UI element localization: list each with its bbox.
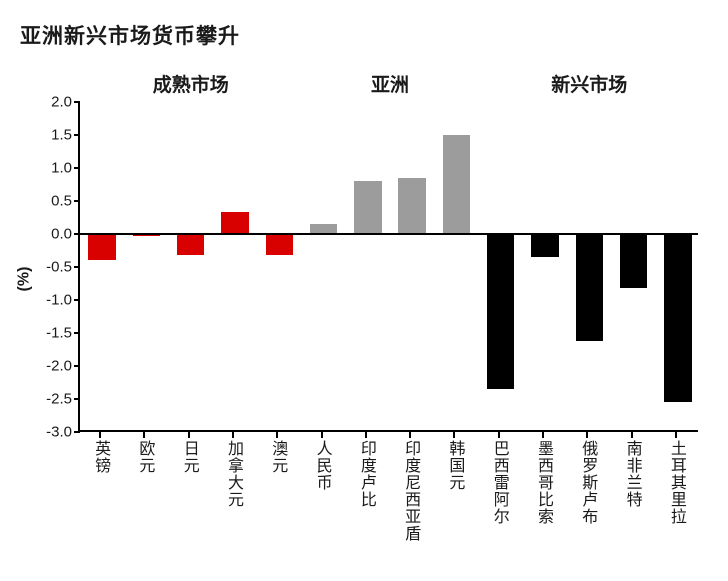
- y-tick-mark: [74, 266, 80, 268]
- y-tick-mark: [74, 299, 80, 301]
- x-axis-label: 印度卢比: [358, 440, 374, 508]
- bar: [266, 234, 293, 255]
- y-tick-mark: [74, 134, 80, 136]
- x-axis-label: 墨西哥比索: [535, 440, 551, 525]
- chart-container: 成熟市场亚洲新兴市场 (%) 2.01.51.00.50.0-0.5-1.0-1…: [20, 70, 708, 560]
- x-axis-label: 印度尼西亚盾: [402, 440, 418, 542]
- x-tick-mark: [99, 432, 101, 438]
- group-label: 成熟市场: [80, 70, 301, 97]
- x-tick-mark: [143, 432, 145, 438]
- x-tick-mark: [498, 432, 500, 438]
- bar: [221, 212, 248, 234]
- plot-area: 2.01.51.00.50.0-0.5-1.0-1.5-2.0-2.5-3.0: [78, 102, 698, 432]
- y-tick-mark: [74, 365, 80, 367]
- y-tick-mark: [74, 101, 80, 103]
- bar: [620, 234, 647, 288]
- bar: [354, 181, 381, 234]
- x-axis-label: 澳元: [269, 440, 285, 474]
- bar: [443, 135, 470, 234]
- bar: [487, 234, 514, 389]
- chart-title: 亚洲新兴市场货币攀升: [20, 20, 708, 50]
- x-tick-mark: [276, 432, 278, 438]
- y-tick-mark: [74, 332, 80, 334]
- group-labels: 成熟市场亚洲新兴市场: [80, 70, 708, 100]
- bars-layer: [80, 102, 698, 430]
- x-tick-mark: [453, 432, 455, 438]
- y-tick-mark: [74, 200, 80, 202]
- y-tick-mark: [74, 398, 80, 400]
- group-label: 亚洲: [301, 70, 478, 97]
- x-tick-mark: [631, 432, 633, 438]
- bar: [531, 234, 558, 257]
- x-tick-mark: [675, 432, 677, 438]
- x-tick-mark: [586, 432, 588, 438]
- bar: [576, 234, 603, 341]
- bar: [664, 234, 691, 402]
- x-axis-label: 俄罗斯卢布: [579, 440, 595, 525]
- x-axis-label: 欧元: [136, 440, 152, 474]
- y-axis-label: (%): [15, 267, 33, 292]
- x-axis-label: 土耳其里拉: [668, 440, 684, 525]
- x-axis-label: 巴西雷阿尔: [491, 440, 507, 525]
- x-axis-label: 日元: [181, 440, 197, 474]
- group-label: 新兴市场: [479, 70, 700, 97]
- y-tick-mark: [74, 431, 80, 433]
- x-tick-mark: [365, 432, 367, 438]
- x-tick-mark: [232, 432, 234, 438]
- x-axis-label: 韩国元: [446, 440, 462, 491]
- x-tick-mark: [409, 432, 411, 438]
- x-tick-mark: [542, 432, 544, 438]
- y-tick-mark: [74, 167, 80, 169]
- x-axis-label: 加拿大元: [225, 440, 241, 508]
- x-tick-mark: [188, 432, 190, 438]
- bar: [398, 178, 425, 234]
- x-axis-label: 英镑: [92, 440, 108, 474]
- bar: [177, 234, 204, 255]
- bar: [88, 234, 115, 260]
- x-tick-mark: [321, 432, 323, 438]
- x-axis-labels: 英镑欧元日元 加拿大元 澳元 人民币 印度卢比 印度尼西亚盾 韩国元 巴西雷阿尔 墨西哥比索 俄罗…: [78, 436, 698, 556]
- x-axis-label: 人民币: [314, 440, 330, 491]
- zero-line: [80, 233, 698, 235]
- x-axis-label: 南非兰特: [624, 440, 640, 508]
